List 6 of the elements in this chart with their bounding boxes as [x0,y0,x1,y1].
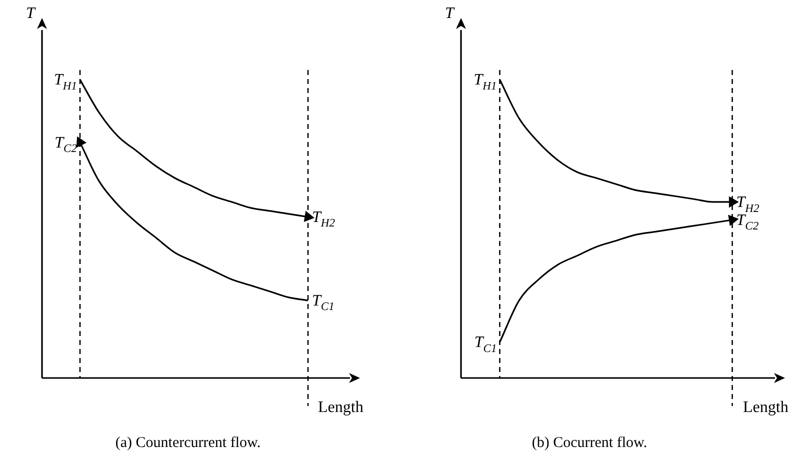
y-axis-title: T [26,5,36,22]
x-axis-title: Length [318,399,364,416]
text: (a) Countercurrent flow. [115,435,261,451]
x-axis-title: Length [743,399,788,416]
text: (b) Cocurrent flow. [532,435,648,451]
y-axis-title: T [445,5,455,22]
